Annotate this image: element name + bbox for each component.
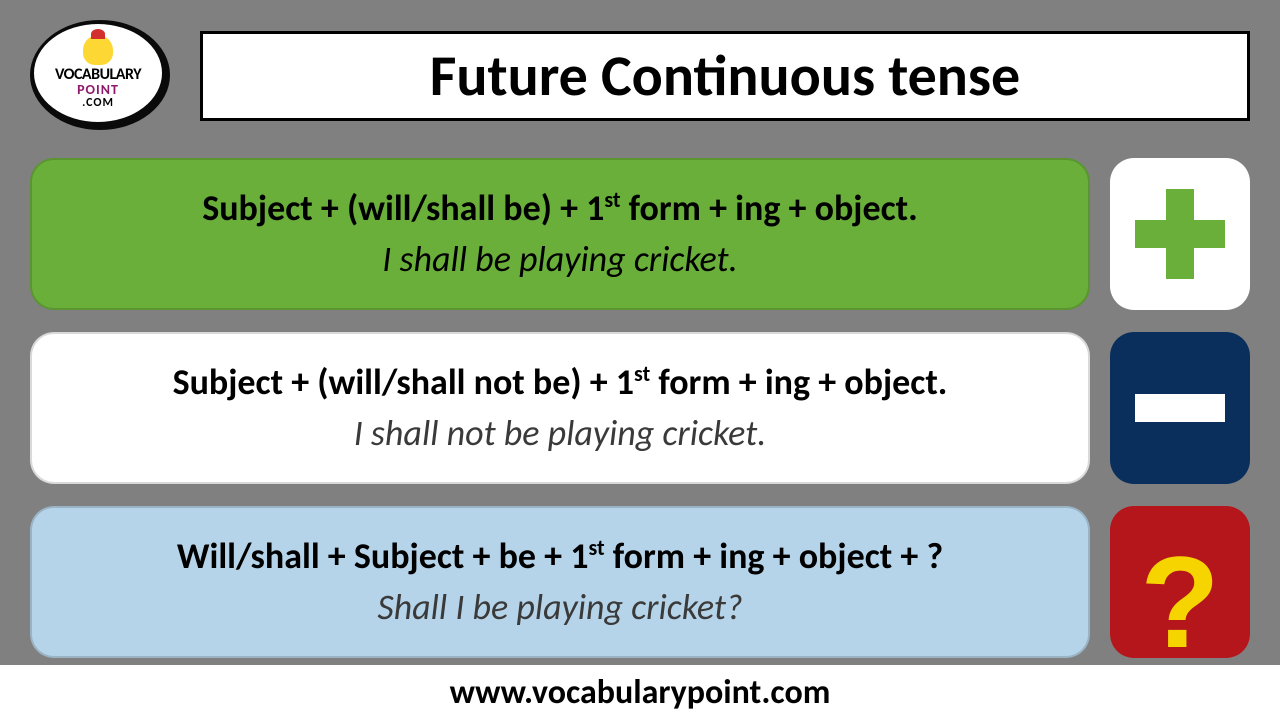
logo-mascot-icon	[83, 35, 113, 65]
formula-positive: Subject + (will/shall be) + 1st form + i…	[202, 187, 918, 230]
row-negative: Subject + (will/shall not be) + 1st form…	[30, 332, 1250, 484]
row-question: Will/shall + Subject + be + 1st form + i…	[30, 506, 1250, 658]
formula-negative: Subject + (will/shall not be) + 1st form…	[173, 361, 948, 404]
rows-container: Subject + (will/shall be) + 1st form + i…	[30, 158, 1250, 658]
example-positive: I shall be playing cricket.	[382, 237, 737, 281]
example-negative: I shall not be playing cricket.	[354, 411, 767, 455]
question-icon: ?	[1110, 506, 1250, 658]
minus-icon	[1110, 332, 1250, 484]
footer-url: www.vocabularypoint.com	[450, 672, 831, 713]
row-positive: Subject + (will/shall be) + 1st form + i…	[30, 158, 1250, 310]
plus-icon	[1110, 158, 1250, 310]
header-row: VOCABULARY POINT .COM Future Continuous …	[30, 18, 1250, 133]
logo: VOCABULARY POINT .COM	[30, 18, 180, 133]
title-box: Future Continuous tense	[200, 31, 1250, 121]
formula-question: Will/shall + Subject + be + 1st form + i…	[177, 535, 943, 578]
card-question: Will/shall + Subject + be + 1st form + i…	[30, 506, 1090, 658]
logo-text-3: .COM	[82, 97, 114, 110]
example-question: Shall I be playing cricket?	[377, 585, 742, 629]
page-title: Future Continuous tense	[430, 40, 1021, 111]
card-negative: Subject + (will/shall not be) + 1st form…	[30, 332, 1090, 484]
card-positive: Subject + (will/shall be) + 1st form + i…	[30, 158, 1090, 310]
logo-text-2: POINT	[77, 83, 119, 97]
footer: www.vocabularypoint.com	[0, 665, 1280, 720]
